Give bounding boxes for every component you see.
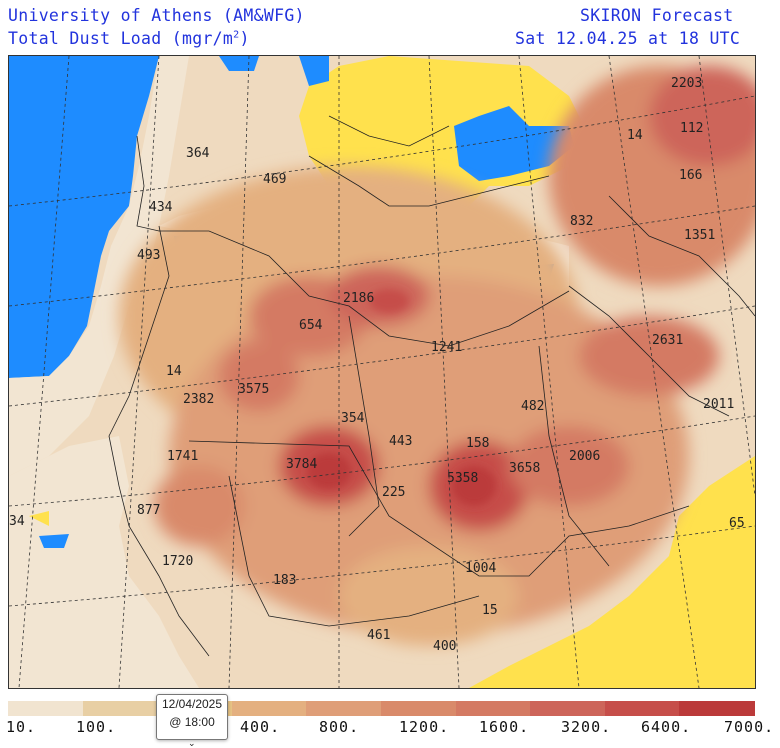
dust-load-map: 2203 14 112 364 469 166 434 832 1351 493 2186 654 12…	[8, 55, 769, 689]
product-superscript: 2	[233, 29, 240, 41]
scale-swatch	[604, 701, 681, 716]
graticule	[8, 55, 756, 689]
scale-swatch	[679, 701, 755, 716]
dust-value-label: 461	[367, 628, 391, 643]
scale-label: 800.	[319, 718, 360, 736]
scale-swatch	[530, 701, 606, 716]
dust-value-label: 434	[149, 200, 173, 215]
scale-label: 100.	[76, 718, 117, 736]
dust-value-label: 14	[166, 364, 182, 379]
scale-label: 400.	[240, 718, 281, 736]
black-sea	[454, 106, 574, 181]
dust-value-label: 1351	[684, 228, 716, 243]
dust-value-label: 1004	[465, 561, 497, 576]
scale-swatch	[231, 701, 308, 716]
forecast-datetime: Sat 12.04.25 at 18 UTC	[515, 29, 741, 48]
dust-value-label: 3658	[509, 461, 541, 476]
clean-east-africa	[469, 456, 755, 688]
product-close: )	[239, 29, 250, 48]
dust-value-label: 3575	[238, 382, 270, 397]
product-text: Total Dust Load (mgr/m	[8, 29, 234, 48]
dust-value-label: 2006	[569, 449, 601, 464]
dust-value-label: 654	[299, 318, 323, 333]
dust-value-label: 158	[466, 436, 490, 451]
atlantic-south	[9, 436, 199, 688]
scale-label: 7000.	[724, 718, 775, 736]
dust-value-label: 2631	[652, 333, 684, 348]
dust-value-label: 183	[273, 573, 297, 588]
scale-label: 3200.	[561, 718, 612, 736]
dust-value-label: 400	[433, 639, 457, 654]
dust-value-label: 832	[570, 214, 594, 229]
dust-value-label: 2382	[183, 392, 215, 407]
tooltip-date: 12/04/2025	[161, 697, 223, 711]
forecast-title: SKIRON Forecast	[580, 6, 734, 25]
scale-swatch	[455, 701, 532, 716]
dust-value-label: 65	[729, 516, 745, 531]
chevron-down-icon: ⌄	[188, 738, 196, 748]
map-canvas	[8, 55, 769, 689]
dust-value-label: 15	[482, 603, 498, 618]
dust-value-label: 1741	[167, 449, 199, 464]
scale-label: 1200.	[399, 718, 450, 736]
dust-value-label: 5358	[447, 471, 479, 486]
dust-value-label: 443	[389, 434, 413, 449]
time-tooltip[interactable]: 12/04/2025 @ 18:00 ⌄	[156, 694, 228, 748]
dust-value-label: 364	[186, 146, 210, 161]
dust-value-label: 1720	[162, 554, 194, 569]
dust-value-label: 493	[137, 248, 161, 263]
color-scale	[8, 701, 755, 716]
dust-value-label: 2011	[703, 397, 735, 412]
scale-label: 10.	[6, 718, 37, 736]
scale-swatch	[381, 701, 457, 716]
scale-swatch	[82, 701, 159, 716]
dust-peaks	[307, 289, 496, 506]
dust-value-label: 166	[679, 168, 703, 183]
dust-value-label: 469	[263, 172, 287, 187]
org-title: University of Athens (AM&WFG)	[8, 6, 305, 25]
dust-value-label: 482	[521, 399, 545, 414]
scale-swatch	[306, 701, 382, 716]
dust-value-label: 14	[627, 128, 643, 143]
dust-value-label: 112	[680, 121, 704, 136]
dust-value-label: 1241	[431, 340, 463, 355]
dust-value-label: 225	[382, 485, 406, 500]
scale-swatch	[8, 701, 84, 716]
dust-value-label: 3784	[286, 457, 318, 472]
scale-label: 6400.	[641, 718, 692, 736]
dust-value-label: 354	[341, 411, 365, 426]
scale-label: 1600.	[479, 718, 530, 736]
dust-value-label: 34	[9, 514, 25, 529]
atlantic-ocean	[9, 56, 159, 378]
product-title: Total Dust Load (mgr/m2)	[8, 29, 250, 48]
dust-value-label: 877	[137, 503, 161, 518]
atlantic-dust-band	[9, 56, 189, 476]
borders	[108, 115, 756, 657]
tooltip-time: @ 18:00	[169, 715, 215, 729]
dust-value-label: 2186	[343, 291, 375, 306]
dust-value-label: 2203	[671, 76, 703, 91]
